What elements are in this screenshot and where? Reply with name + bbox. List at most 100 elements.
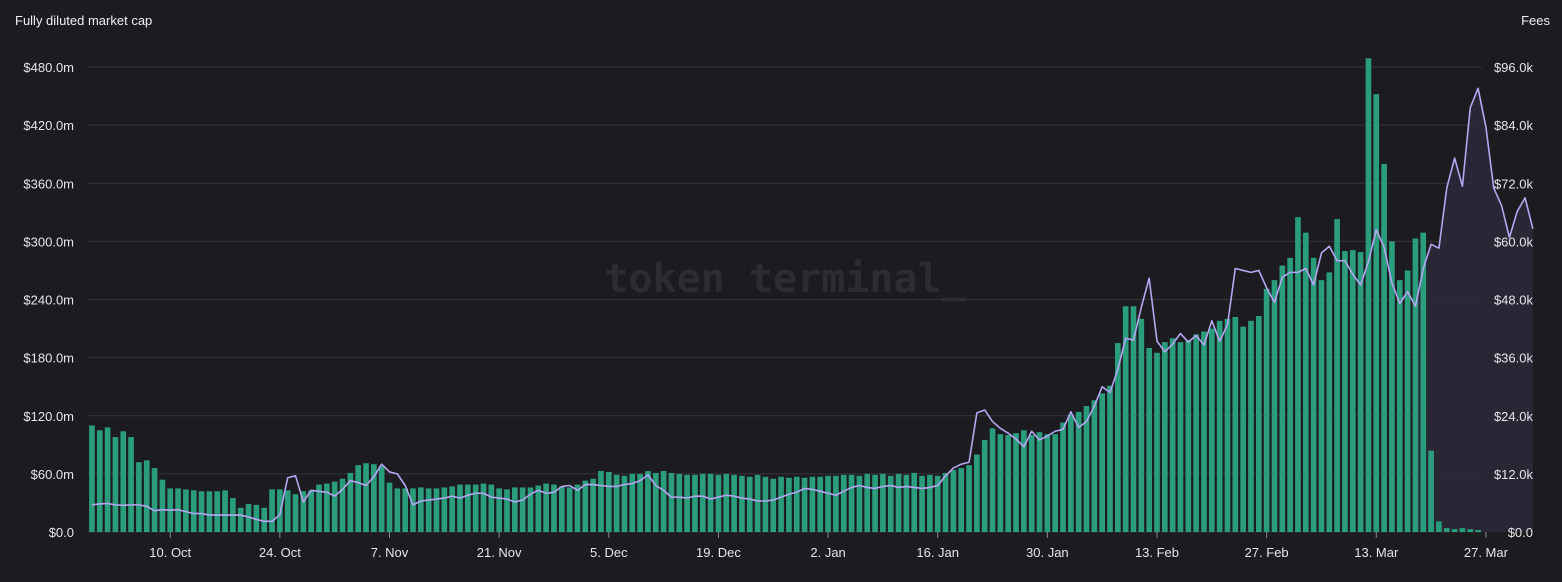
fees-bar [746, 476, 753, 532]
fees-bar [269, 489, 275, 532]
fees-bar [1013, 433, 1019, 532]
fees-bar [1342, 251, 1348, 532]
fees-bar [386, 482, 393, 532]
x-axis: 10. Oct 24. Oct 7. Nov 21. Nov 5. Dec 19. Dec… [149, 532, 1509, 560]
fees-bar [1060, 422, 1066, 532]
fees-bar [966, 465, 972, 532]
fees-bar [1279, 265, 1286, 532]
fees-bar [778, 476, 784, 532]
fees-bar [801, 477, 808, 532]
fees-bar [457, 484, 463, 532]
fees-bar [1451, 529, 1458, 532]
left-tick-label: $480.0m [23, 60, 74, 75]
fees-bar [1036, 432, 1043, 532]
fees-bar [1224, 318, 1231, 532]
fees-bar [887, 475, 894, 532]
x-tick-label: 21. Nov [477, 545, 522, 560]
fees-bar [911, 472, 918, 532]
fees-bar [136, 462, 142, 532]
fees-bar [1091, 400, 1098, 532]
x-tick-label: 10. Oct [149, 545, 191, 560]
left-tick-label: $360.0m [23, 176, 74, 191]
x-tick-label: 24. Oct [259, 545, 301, 560]
fees-bar [621, 475, 628, 532]
left-axis: $0.0 $60.0m $120.0m $180.0m $240.0m $300.0m $3… [23, 60, 74, 540]
fees-bar [598, 470, 604, 532]
fees-bar [284, 490, 291, 532]
fees-bar [856, 475, 863, 532]
fees-bar [833, 475, 839, 532]
fees-bar [120, 431, 127, 532]
fees-bar [1404, 270, 1411, 532]
x-tick-label: 27. Feb [1245, 545, 1289, 560]
fees-bar [1208, 328, 1215, 532]
left-tick-label: $60.0m [31, 467, 74, 482]
fees-bar [472, 484, 479, 532]
left-axis-title: Fully diluted market cap [15, 13, 153, 28]
fees-bar [480, 483, 487, 532]
x-tick-label: 5. Dec [590, 545, 628, 560]
fees-bar [809, 476, 816, 532]
fees-bar [1443, 528, 1450, 532]
fees-bar [872, 474, 878, 532]
fees-bar [1028, 435, 1035, 532]
right-tick-label: $96.0k [1494, 60, 1534, 75]
fees-bar [880, 473, 886, 532]
fees-bar [394, 488, 401, 532]
fees-bar [245, 503, 252, 532]
fees-bar [96, 430, 103, 532]
x-tick-label: 30. Jan [1026, 545, 1069, 560]
fees-bar [1248, 320, 1254, 532]
fees-bar [511, 487, 518, 532]
fees-bar [989, 428, 996, 532]
fees-bar [1428, 450, 1434, 532]
fees-bar [895, 473, 902, 532]
fees-bar [786, 477, 792, 532]
fees-bar [1193, 334, 1199, 532]
fees-bar [942, 472, 949, 532]
right-tick-label: $0.0 [1508, 525, 1533, 540]
fees-bar [1201, 331, 1207, 532]
fees-bar [527, 487, 534, 532]
area-fill [1415, 88, 1533, 532]
fees-bar [762, 476, 769, 532]
fees-bar [1349, 250, 1356, 532]
fees-bar [1255, 315, 1262, 532]
fees-bar [128, 437, 134, 532]
x-tick-label: 13. Mar [1354, 545, 1399, 560]
fees-bar [1185, 340, 1192, 532]
fees-bar [1021, 430, 1027, 532]
fees-bar [637, 473, 643, 532]
fees-bar [1302, 232, 1309, 532]
fees-bar [535, 485, 542, 532]
fees-bar [1459, 528, 1466, 532]
fees-bar [793, 476, 800, 532]
fees-bar [715, 474, 722, 532]
fees-bar [198, 491, 205, 532]
fees-bar [441, 487, 448, 532]
fees-bar [574, 484, 581, 532]
fees-bar [112, 437, 119, 532]
fees-bar [1052, 434, 1059, 532]
fees-bar [449, 486, 455, 532]
fees-bar [1169, 338, 1176, 532]
right-axis: $0.0 $12.0k $24.0k $36.0k $48.0k $60.0k $72.0k… [1494, 60, 1534, 540]
fees-bar [1083, 406, 1090, 532]
fees-bar [1310, 257, 1317, 532]
fees-bar [1107, 385, 1113, 532]
fees-bar [465, 484, 471, 532]
fees-bar [864, 473, 871, 532]
market-cap-line-path [91, 87, 1534, 523]
x-tick-label: 2. Jan [810, 545, 845, 560]
fees-bar [418, 487, 424, 532]
fees-bar [159, 479, 166, 532]
fees-bar [770, 478, 777, 532]
right-tick-label: $24.0k [1494, 409, 1534, 424]
fees-bar [1357, 252, 1364, 532]
x-tick-label: 27. Mar [1464, 545, 1509, 560]
fees-bar [1005, 435, 1012, 532]
fees-bar [1295, 217, 1301, 532]
fees-bar [104, 427, 111, 532]
fees-bar [355, 465, 362, 532]
fees-bar [582, 480, 589, 532]
